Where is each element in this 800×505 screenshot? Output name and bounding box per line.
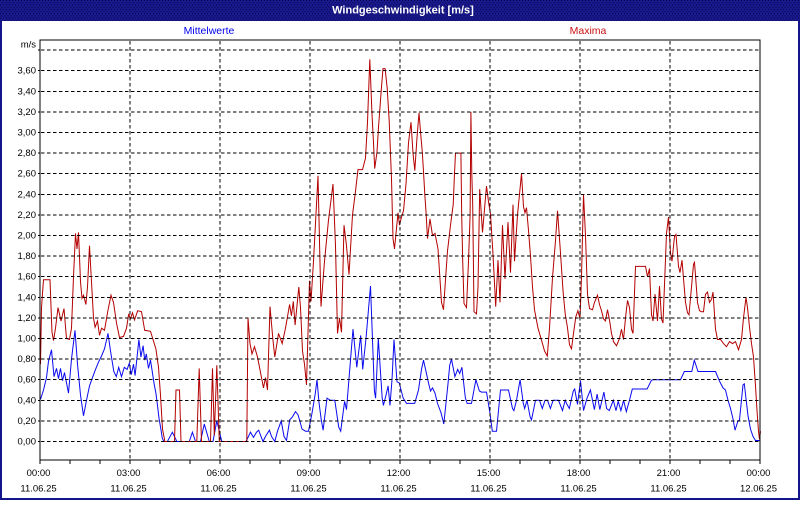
svg-text:06:00: 06:00 (207, 468, 231, 479)
svg-text:0,20: 0,20 (18, 416, 37, 427)
svg-text:03:00: 03:00 (117, 468, 141, 479)
svg-text:00:00: 00:00 (27, 468, 51, 479)
svg-text:15:00: 15:00 (477, 468, 501, 479)
svg-text:11.06.25: 11.06.25 (20, 484, 56, 495)
svg-text:0,60: 0,60 (18, 375, 37, 386)
svg-text:11.06.25: 11.06.25 (200, 484, 236, 495)
svg-text:3,00: 3,00 (18, 128, 37, 139)
svg-text:m/s: m/s (21, 40, 37, 51)
svg-text:3,20: 3,20 (18, 107, 37, 118)
svg-text:18:00: 18:00 (567, 468, 591, 479)
svg-text:11.06.25: 11.06.25 (290, 484, 326, 495)
svg-text:2,80: 2,80 (18, 148, 37, 159)
svg-text:09:00: 09:00 (297, 468, 321, 479)
svg-text:3,60: 3,60 (18, 66, 37, 77)
svg-text:2,60: 2,60 (18, 169, 37, 180)
svg-text:1,00: 1,00 (18, 334, 37, 345)
svg-text:1,40: 1,40 (18, 292, 37, 303)
svg-text:11.06.25: 11.06.25 (560, 484, 596, 495)
svg-text:1,60: 1,60 (18, 272, 37, 283)
svg-text:0,80: 0,80 (18, 354, 37, 365)
svg-text:11.06.25: 11.06.25 (110, 484, 146, 495)
svg-text:00:00: 00:00 (747, 468, 771, 479)
svg-text:21:00: 21:00 (657, 468, 681, 479)
svg-text:Mittelwerte: Mittelwerte (184, 25, 235, 37)
svg-text:0,40: 0,40 (18, 395, 37, 406)
svg-text:11.06.25: 11.06.25 (470, 484, 506, 495)
svg-text:Windgeschwindigkeit [m/s]: Windgeschwindigkeit [m/s] (332, 4, 474, 16)
svg-text:12.06.25: 12.06.25 (740, 484, 777, 495)
svg-text:1,80: 1,80 (18, 251, 37, 262)
svg-text:0,00: 0,00 (18, 437, 37, 448)
svg-text:12:00: 12:00 (387, 468, 411, 479)
svg-text:2,40: 2,40 (18, 189, 37, 200)
svg-text:2,00: 2,00 (18, 231, 37, 242)
svg-text:3,40: 3,40 (18, 86, 37, 97)
svg-text:1,20: 1,20 (18, 313, 37, 324)
svg-text:2,20: 2,20 (18, 210, 37, 221)
svg-text:Maxima: Maxima (570, 25, 607, 37)
svg-text:11.06.25: 11.06.25 (380, 484, 416, 495)
svg-text:11.06.25: 11.06.25 (650, 484, 686, 495)
